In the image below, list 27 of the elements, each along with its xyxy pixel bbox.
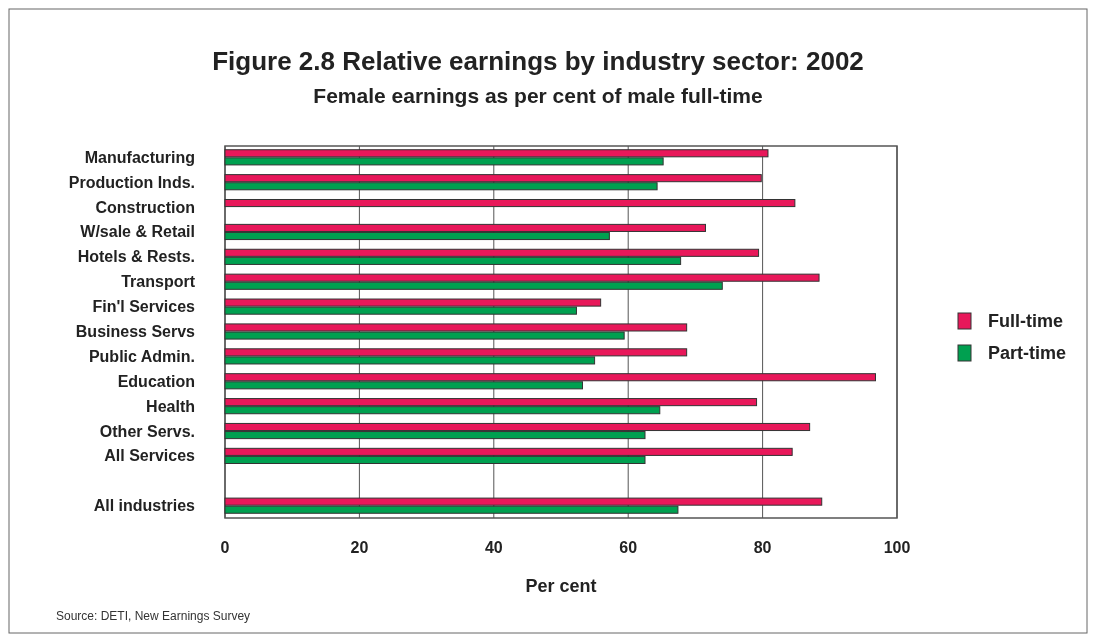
source-note: Source: DETI, New Earnings Survey xyxy=(56,609,251,623)
x-tick-label: 60 xyxy=(619,539,638,556)
x-axis-title: Per cent xyxy=(525,576,597,596)
y-tick-label: Construction xyxy=(95,198,195,216)
y-tick-label: All industries xyxy=(93,497,196,515)
chart-subtitle: Female earnings as per cent of male full-time xyxy=(313,84,763,107)
y-tick-label: Transport xyxy=(121,273,196,291)
y-tick-label: Education xyxy=(117,372,195,390)
y-tick-label: Production Inds. xyxy=(68,173,195,191)
y-tick-label: Health xyxy=(146,397,195,415)
x-tick-label: 0 xyxy=(220,539,230,556)
y-tick-label: W/sale & Retail xyxy=(80,223,195,241)
y-tick-label: All Services xyxy=(104,447,196,465)
y-tick-label: Business Servs xyxy=(75,323,196,340)
y-tick-label: Hotels & Rests. xyxy=(77,248,195,266)
x-tick-label: 80 xyxy=(753,539,772,556)
y-tick-label: Manufacturing xyxy=(84,148,195,166)
x-tick-label: 40 xyxy=(484,539,503,556)
y-tick-label: Public Admin. xyxy=(88,347,195,365)
y-tick-label: Fin'l Services xyxy=(92,298,196,316)
x-tick-label: 100 xyxy=(883,539,911,556)
legend-label: Part-time xyxy=(988,343,1067,363)
legend-label: Full-time xyxy=(988,311,1063,331)
y-tick-label: Other Servs. xyxy=(99,422,195,440)
x-tick-label: 20 xyxy=(350,539,369,556)
bar xyxy=(224,199,796,208)
chart-title: Figure 2.8 Relative earnings by industry sector: 2002 xyxy=(212,46,864,76)
